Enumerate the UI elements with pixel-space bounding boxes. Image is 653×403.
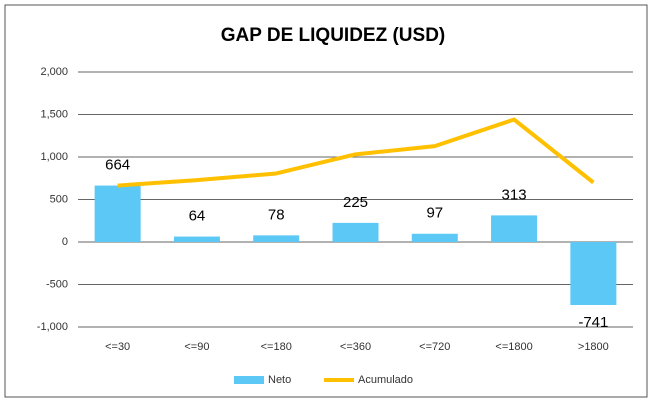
y-tick-label: 1,000 bbox=[40, 151, 68, 163]
bar bbox=[491, 215, 538, 242]
x-tick-label: <=90 bbox=[184, 341, 209, 353]
value-label: -741 bbox=[578, 314, 608, 331]
x-tick-label: <=720 bbox=[419, 341, 450, 353]
chart-title: GAP DE LIQUIDEZ (USD) bbox=[221, 25, 446, 46]
bar bbox=[332, 222, 379, 242]
y-tick-label: -1,000 bbox=[37, 321, 68, 333]
x-tick-label: <=1800 bbox=[495, 341, 532, 353]
bar bbox=[253, 235, 300, 242]
bar bbox=[411, 233, 458, 242]
x-tick-label: <=360 bbox=[340, 341, 371, 353]
value-label: 664 bbox=[105, 157, 130, 174]
y-tick-label: 500 bbox=[50, 193, 68, 205]
value-label: 64 bbox=[189, 208, 206, 225]
y-tick-label: 0 bbox=[62, 236, 68, 248]
x-tick-label: <=30 bbox=[105, 341, 130, 353]
line bbox=[117, 117, 595, 188]
legend-label: Neto bbox=[268, 374, 291, 386]
x-tick-label: <=180 bbox=[261, 341, 292, 353]
bar bbox=[173, 236, 220, 242]
value-label: 225 bbox=[343, 194, 368, 211]
y-tick-label: -500 bbox=[46, 278, 68, 290]
bar bbox=[570, 242, 617, 305]
legend-label: Acumulado bbox=[358, 374, 413, 386]
bar bbox=[94, 185, 141, 242]
value-label: 313 bbox=[502, 186, 527, 203]
legend-swatch bbox=[234, 376, 264, 384]
y-tick-label: 2,000 bbox=[40, 66, 68, 78]
value-label: 78 bbox=[268, 206, 285, 223]
value-label: 97 bbox=[426, 205, 443, 222]
x-tick-label: >1800 bbox=[578, 341, 609, 353]
y-tick-label: 1,500 bbox=[40, 108, 68, 120]
